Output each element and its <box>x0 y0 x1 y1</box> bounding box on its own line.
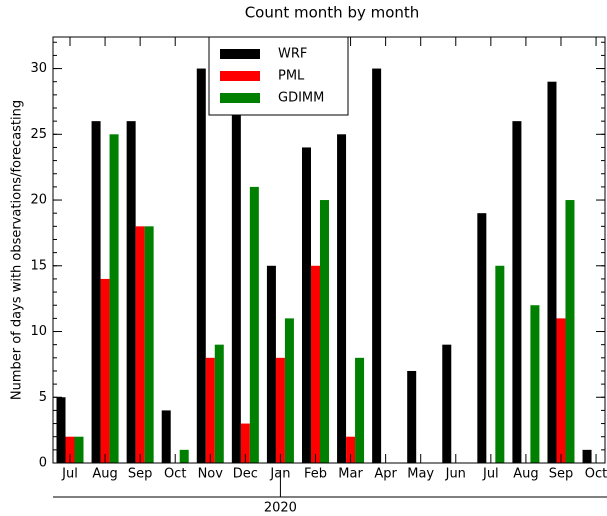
bar <box>135 226 145 463</box>
bar <box>109 134 119 463</box>
x-tick-label: Apr <box>374 467 397 482</box>
x-tick-label: Aug <box>513 467 538 482</box>
x-tick-label: Jul <box>61 467 78 482</box>
bar <box>284 318 294 463</box>
bar <box>74 436 84 463</box>
x-tick-label: May <box>407 467 434 482</box>
x-tick-label: Sep <box>549 467 574 482</box>
bar <box>240 423 250 463</box>
x-tick-label: Nov <box>198 467 224 482</box>
x-tick-label: Jul <box>482 467 499 482</box>
legend-swatch <box>220 49 260 59</box>
legend-label: GDIMM <box>278 91 324 106</box>
bar <box>346 436 356 463</box>
bar <box>477 213 487 463</box>
bar <box>565 200 575 463</box>
bar <box>275 357 285 463</box>
x-tick-label: Feb <box>304 467 327 482</box>
legend-swatch <box>220 71 260 81</box>
legend-swatch <box>220 93 260 103</box>
bar <box>582 449 592 463</box>
x-tick-label: Oct <box>585 467 607 482</box>
bar <box>65 436 75 463</box>
bar <box>179 449 189 463</box>
chart-title: Count month by month <box>245 4 420 22</box>
x-tick-label: Sep <box>128 467 153 482</box>
y-tick-label: 15 <box>30 258 47 273</box>
y-tick-label: 25 <box>30 127 47 142</box>
y-tick-label: 10 <box>30 324 47 339</box>
bar <box>547 81 557 463</box>
bar <box>337 134 347 463</box>
bar <box>100 278 110 463</box>
bar <box>355 357 365 463</box>
y-tick-label: 0 <box>39 456 47 471</box>
bar <box>214 344 224 463</box>
bar <box>161 410 171 463</box>
bar <box>310 265 320 463</box>
bar <box>301 147 311 463</box>
bar <box>556 318 566 463</box>
y-tick-label: 20 <box>30 193 47 208</box>
x-tick-label: Oct <box>164 467 186 482</box>
bar <box>319 200 329 463</box>
legend-label: WRF <box>278 47 307 62</box>
y-axis-label: Number of days with observations/forecas… <box>10 100 25 400</box>
bar <box>91 121 101 464</box>
bar <box>231 108 241 463</box>
bar <box>205 357 215 463</box>
bar <box>442 344 452 463</box>
y-tick-label: 30 <box>30 61 47 76</box>
bar <box>530 305 540 463</box>
bar <box>495 265 505 463</box>
x-tick-label: Aug <box>92 467 117 482</box>
x-tick-label: Jun <box>445 467 466 482</box>
legend-label: PML <box>278 69 305 84</box>
bar <box>407 370 417 463</box>
bar <box>512 121 522 464</box>
x-tick-label: Dec <box>233 467 258 482</box>
bar <box>196 68 206 464</box>
bar <box>56 397 66 463</box>
bar <box>144 226 154 463</box>
bar <box>126 121 136 464</box>
bar <box>249 186 259 463</box>
year-label: 2020 <box>264 501 297 516</box>
bar <box>372 68 382 464</box>
bar <box>266 265 276 463</box>
y-tick-label: 5 <box>39 390 47 405</box>
x-tick-label: Mar <box>338 467 363 482</box>
